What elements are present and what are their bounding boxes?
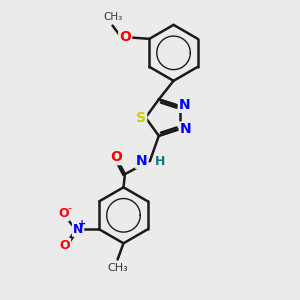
Text: O: O bbox=[119, 30, 131, 44]
Text: H: H bbox=[155, 155, 166, 168]
Text: -: - bbox=[68, 203, 71, 213]
Text: N: N bbox=[73, 223, 83, 236]
Text: +: + bbox=[78, 219, 86, 229]
Text: N: N bbox=[179, 98, 190, 112]
Text: S: S bbox=[136, 111, 146, 124]
Text: O: O bbox=[59, 239, 70, 252]
Text: O: O bbox=[110, 150, 122, 164]
Text: CH₃: CH₃ bbox=[107, 263, 128, 273]
Text: CH₃: CH₃ bbox=[103, 12, 122, 22]
Text: N: N bbox=[136, 154, 148, 168]
Text: N: N bbox=[180, 122, 191, 136]
Text: O: O bbox=[58, 208, 69, 220]
